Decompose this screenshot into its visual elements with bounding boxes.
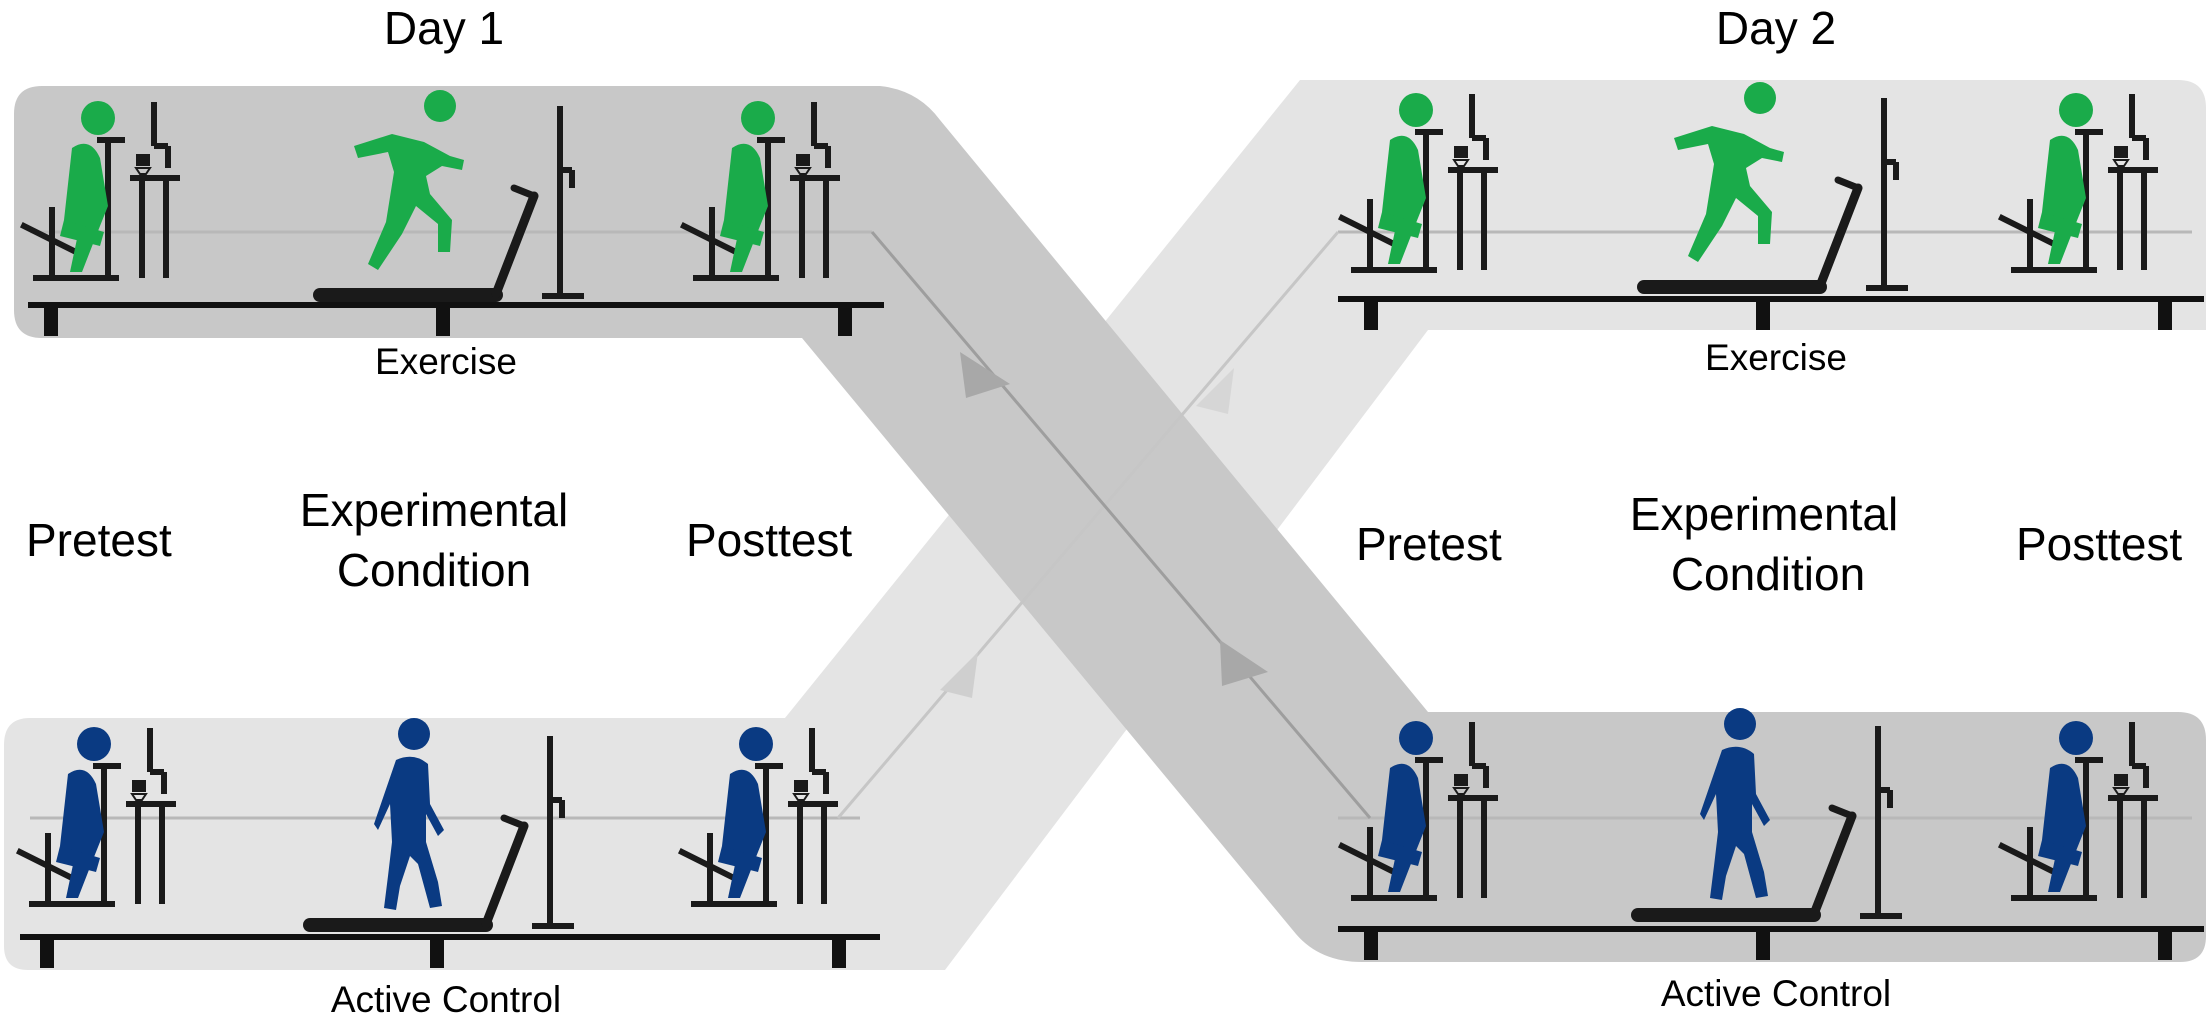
day1-top-condition: Exercise	[375, 341, 517, 382]
day2-condition-label: Condition	[1671, 548, 1865, 600]
day1-bottom-condition: Active Control	[331, 979, 561, 1020]
flow-arrow-icon	[940, 652, 978, 698]
day1-pretest-label: Pretest	[26, 514, 172, 566]
platforms	[20, 296, 2204, 968]
day2-bottom-condition: Active Control	[1661, 973, 1891, 1014]
flow-arrow-icon	[1196, 368, 1234, 414]
day2-top-condition: Exercise	[1705, 337, 1847, 378]
day2-experimental-label: Experimental	[1630, 488, 1898, 540]
day2-posttest-label: Posttest	[2016, 518, 2182, 570]
flow-arrow-icon	[870, 231, 1372, 819]
flow-arrow-icon	[1220, 640, 1268, 686]
flow-arrow-icon	[960, 352, 1010, 398]
flow-arrow-icon	[836, 231, 1340, 819]
day1-experimental-label: Experimental	[300, 484, 568, 536]
day1-posttest-label: Posttest	[686, 514, 852, 566]
day2-title: Day 2	[1716, 2, 1836, 54]
day2-pretest-label: Pretest	[1356, 518, 1502, 570]
day1-condition-label: Condition	[337, 544, 531, 596]
day1-title: Day 1	[384, 2, 504, 54]
